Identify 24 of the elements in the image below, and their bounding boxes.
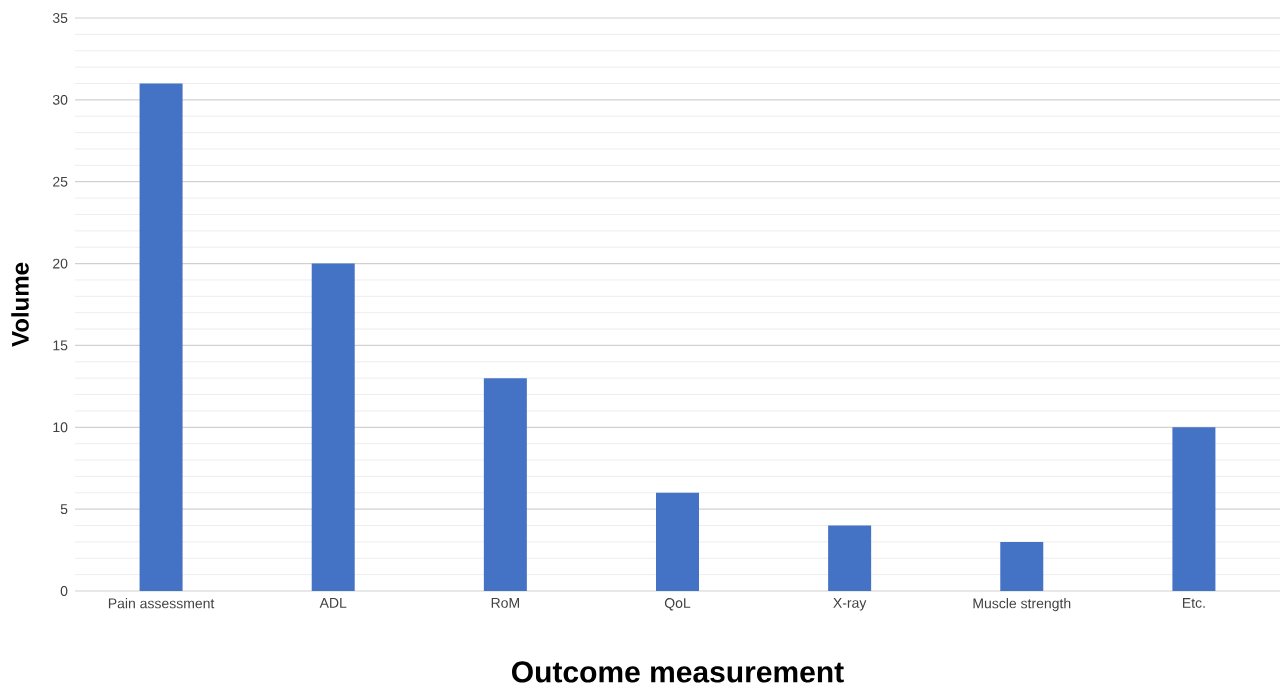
y-tick-label: 15 (53, 340, 68, 351)
y-tick-label: 5 (60, 504, 68, 514)
bar (1000, 541, 1044, 591)
x-tick-label: X-ray (833, 597, 867, 611)
y-tick-label: 0 (60, 585, 68, 596)
x-tick-label: QoL (664, 597, 691, 611)
bar (1172, 427, 1216, 591)
bar (655, 492, 699, 591)
x-axis-title: Outcome measurement (512, 661, 844, 683)
x-tick-label: Muscle strength (973, 597, 1071, 611)
bar (483, 378, 527, 591)
y-axis-title: Volume (11, 262, 29, 347)
y-tick-label: 25 (53, 176, 68, 187)
x-tick-label: Pain assessment (108, 597, 215, 609)
x-tick-label: Etc. (1183, 597, 1205, 608)
y-tick-label: 30 (52, 94, 68, 105)
bar (139, 83, 183, 591)
x-tick-label: RoM (491, 597, 519, 608)
x-tick-label: ADL (319, 597, 347, 608)
bar (828, 525, 872, 591)
y-tick-label: 10 (53, 422, 68, 433)
y-tick-label: 20 (53, 258, 68, 269)
y-tick-label: 35 (52, 12, 68, 23)
bar (311, 263, 355, 591)
